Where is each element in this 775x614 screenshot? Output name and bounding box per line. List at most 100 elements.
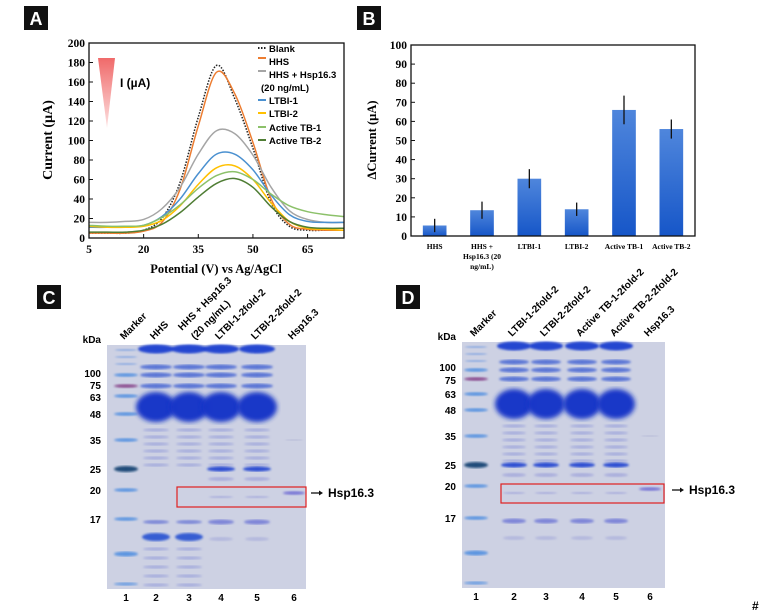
protein-band [143, 556, 169, 560]
x-axis-label: Potential (V) vs Ag/AgCl [150, 262, 282, 276]
protein-band [534, 459, 558, 463]
lane-number: 4 [218, 593, 224, 604]
lane-number: 2 [511, 592, 517, 603]
protein-band [534, 445, 558, 449]
protein-band [599, 341, 633, 351]
marker-size-label: 75 [90, 381, 102, 392]
protein-band [114, 438, 138, 442]
protein-band [140, 372, 172, 378]
protein-band [605, 492, 627, 494]
protein-band [571, 492, 593, 494]
protein-band [570, 518, 594, 524]
highlight-box [500, 483, 665, 504]
y-tick-label: 30 [396, 174, 408, 186]
bar [564, 209, 589, 236]
protein-band [176, 583, 202, 587]
y-tick-label: 60 [396, 116, 408, 128]
protein-band [527, 389, 565, 419]
protein-band [114, 373, 138, 377]
protein-band [244, 477, 270, 481]
protein-band [207, 466, 235, 472]
protein-band [169, 392, 209, 422]
protein-band [502, 445, 526, 449]
x-category-label: LTBI-2 [565, 242, 589, 251]
legend-label: HHS [269, 57, 289, 68]
legend-label: LTBI-2 [269, 109, 298, 120]
x-category-label: LTBI-1 [518, 242, 542, 251]
y-axis-label: Current (µA) [41, 100, 56, 180]
protein-band [464, 408, 488, 412]
x-tick-label: 20 [138, 244, 150, 256]
panel-label-d: D [396, 285, 420, 309]
protein-band [531, 359, 561, 365]
protein-band [244, 463, 270, 467]
protein-band [208, 463, 234, 467]
protein-band [176, 435, 202, 439]
protein-band [570, 459, 594, 463]
protein-band [237, 392, 277, 422]
y-tick-label: 70 [396, 97, 408, 109]
protein-band [604, 438, 628, 442]
protein-band [603, 462, 629, 468]
x-tick-label: 50 [247, 244, 259, 256]
protein-band [567, 359, 597, 365]
x-category-label: ng/mL) [470, 262, 494, 271]
protein-band [176, 456, 202, 460]
legend: Blank HHS HHS + Hsp16.3 (20 ng/mL) LTBI-1 LTB… [258, 44, 336, 147]
protein-band [171, 344, 207, 354]
protein-band [534, 473, 558, 477]
protein-band [205, 383, 237, 389]
protein-band [285, 439, 303, 441]
protein-band [136, 392, 176, 422]
kda-label: kDa [438, 332, 457, 343]
x-tick-label: 35 [193, 244, 205, 256]
protein-band [143, 442, 169, 446]
series-line-ltbi-1 [88, 151, 345, 229]
y-tick-label: 80 [74, 155, 86, 167]
marker-size-label: 100 [84, 369, 101, 380]
protein-band [201, 392, 241, 422]
protein-band [464, 484, 488, 488]
protein-band [208, 435, 234, 439]
protein-band [114, 384, 138, 388]
protein-band [497, 341, 531, 351]
protein-band [176, 574, 202, 578]
lane-number: 2 [153, 593, 159, 604]
x-category-label: HHS [427, 242, 443, 251]
marker-size-label: 25 [445, 461, 457, 472]
marker-size-label: 100 [439, 363, 456, 374]
protein-band [176, 556, 202, 560]
protein-band [464, 377, 488, 381]
protein-band [502, 452, 526, 456]
y-axis-label: ΔCurrent (µA) [365, 100, 379, 179]
protein-band [208, 456, 234, 460]
protein-band [601, 376, 631, 382]
protein-band [203, 344, 239, 354]
protein-band [495, 389, 533, 419]
protein-band [570, 445, 594, 449]
lane-number: 3 [543, 592, 549, 603]
bar [659, 129, 684, 236]
protein-band [205, 364, 237, 370]
protein-band [534, 452, 558, 456]
protein-band [143, 520, 169, 524]
protein-band [604, 473, 628, 477]
y-tick-label: 20 [74, 214, 86, 226]
lane-number: 4 [579, 592, 585, 603]
y-tick-label: 40 [396, 155, 408, 167]
panel-label-a: A [24, 6, 48, 30]
protein-band [604, 424, 628, 428]
x-tick-label: 65 [302, 244, 314, 256]
protein-band [143, 565, 169, 569]
protein-band [143, 583, 169, 587]
protein-band [499, 376, 529, 382]
kda-label: kDa [83, 335, 102, 346]
marker-size-label: 75 [445, 376, 457, 387]
protein-band [173, 383, 205, 389]
protein-band [601, 367, 631, 373]
marker-size-label: 63 [445, 390, 457, 401]
lane-number: 1 [123, 593, 129, 604]
protein-band [243, 466, 271, 472]
highlight-box [176, 486, 307, 508]
protein-band [464, 462, 488, 468]
